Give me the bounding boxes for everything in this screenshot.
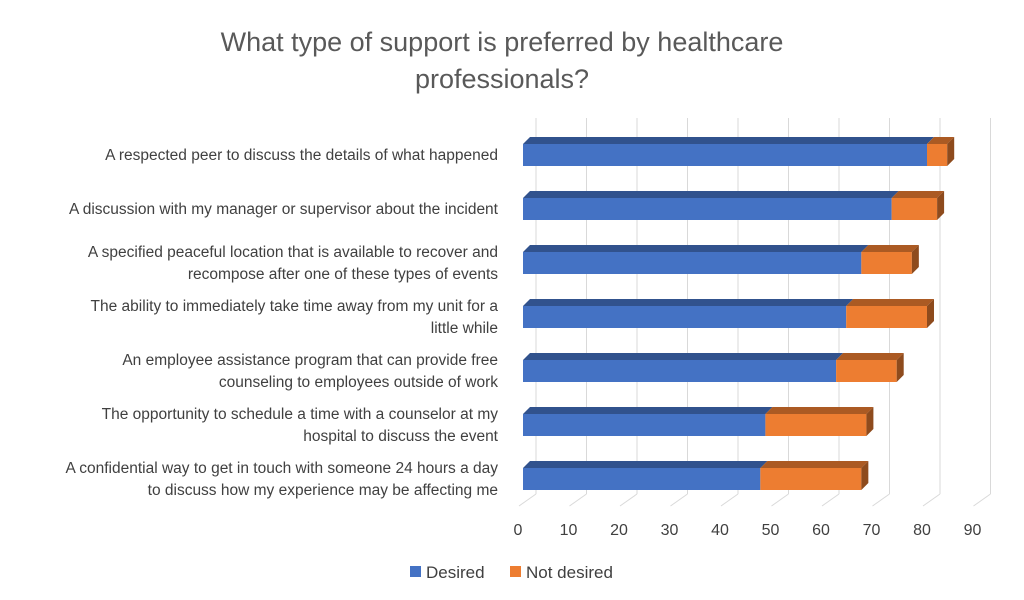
floor-gridline [619, 493, 638, 507]
bar-segment-not-desired [836, 353, 904, 382]
x-tick-label: 70 [863, 522, 881, 539]
legend-swatch [510, 566, 521, 577]
legend-label: Not desired [526, 563, 613, 582]
floor-gridline [771, 493, 789, 507]
x-tick-label: 50 [762, 522, 780, 539]
bar-segment-desired [523, 407, 773, 436]
x-tick-label: 90 [964, 522, 982, 539]
bar-segment-desired [523, 245, 869, 274]
bar-segment-desired [523, 137, 934, 166]
x-tick-label: 20 [610, 522, 628, 539]
x-tick-label: 30 [661, 522, 679, 539]
x-tick-label: 60 [812, 522, 830, 539]
bar-segment-not-desired [846, 299, 934, 328]
chart-title-line-2: professionals? [414, 64, 590, 94]
bars [523, 137, 955, 490]
chart-title-line-1: What type of support is preferred by hea… [220, 27, 784, 57]
x-axis-ticks: 0 10 20 30 40 50 60 70 80 90 [514, 522, 982, 539]
legend-label: Desired [426, 563, 485, 582]
bar-segment-not-desired [927, 137, 955, 166]
bar-segment-not-desired [861, 245, 919, 274]
floor-gridline [518, 493, 537, 507]
bar-segment-desired [523, 191, 899, 220]
bar-segment-desired [523, 461, 768, 490]
bar-segment-not-desired [891, 191, 945, 220]
x-tick-label: 10 [560, 522, 578, 539]
category-label: counseling to employees outside of work [219, 374, 498, 391]
category-labels: A respected peer to discuss the details … [65, 147, 498, 499]
floor-gridline [569, 493, 587, 507]
category-label: recompose after one of these types of ev… [188, 266, 498, 283]
x-tick-label: 80 [913, 522, 931, 539]
category-label: The opportunity to schedule a time with … [102, 406, 499, 423]
category-label: A discussion with my manager or supervis… [69, 201, 499, 218]
bar-segment-not-desired [760, 461, 869, 490]
category-label: A confidential way to get in touch with … [65, 460, 498, 477]
legend: Desired Not desired [410, 563, 613, 582]
category-label: to discuss how my experience may be affe… [148, 482, 498, 499]
floor-gridline [973, 493, 991, 507]
floor-gridline [670, 493, 688, 507]
category-label: A respected peer to discuss the details … [105, 147, 498, 164]
bar-segment-desired [523, 353, 844, 382]
category-label: hospital to discuss the event [303, 428, 498, 445]
bar-segment-desired [523, 299, 854, 328]
category-label: A specified peaceful location that is av… [88, 244, 498, 261]
floor-gridline [821, 493, 840, 507]
floor-gridline [922, 493, 941, 507]
floor-gridline [872, 493, 890, 507]
x-tick-label: 40 [711, 522, 729, 539]
legend-swatch [410, 566, 421, 577]
category-label: The ability to immediately take time awa… [91, 298, 499, 315]
bar-segment-not-desired [765, 407, 874, 436]
category-label: An employee assistance program that can … [122, 352, 498, 369]
x-tick-label: 0 [514, 522, 523, 539]
floor-gridline [720, 493, 739, 507]
chart-title: What type of support is preferred by hea… [0, 24, 1004, 98]
category-label: little while [431, 320, 498, 337]
